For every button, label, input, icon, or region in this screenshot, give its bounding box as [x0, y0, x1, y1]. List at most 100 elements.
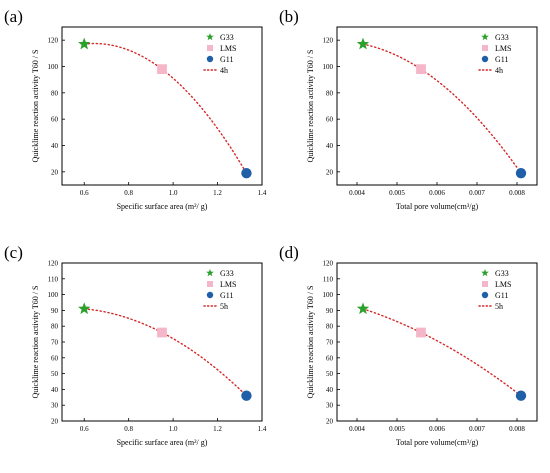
y-tick-label: 60 [51, 354, 59, 362]
y-tick-label: 40 [326, 142, 334, 150]
y-axis-label: Quicklime reaction activity T60 / S [306, 50, 315, 163]
x-axis-label: Specific surface area (m²/ g) [117, 202, 208, 211]
y-tick-label: 120 [323, 260, 334, 268]
legend-label: G33 [495, 269, 509, 278]
panel-label: (d) [279, 243, 299, 262]
x-tick-label: 0.007 [469, 189, 485, 197]
data-point-g33 [356, 37, 370, 50]
data-point-lms [157, 327, 167, 338]
x-tick-label: 1.4 [258, 425, 267, 433]
x-tick-label: 1.0 [169, 189, 178, 197]
legend-marker-lms [207, 45, 213, 51]
y-tick-label: 60 [51, 116, 59, 124]
panel-label: (a) [4, 7, 23, 26]
x-tick-label: 0.008 [509, 425, 525, 433]
legend-label: 5h [495, 302, 503, 311]
x-tick-label: 1.2 [213, 425, 222, 433]
x-tick-label: 0.6 [80, 425, 89, 433]
y-tick-label: 40 [51, 142, 59, 150]
legend-marker-lms [482, 45, 488, 51]
y-tick-label: 90 [326, 307, 334, 315]
data-point-g11 [241, 390, 252, 401]
y-tick-label: 20 [326, 418, 334, 426]
x-tick-label: 0.6 [80, 189, 89, 197]
y-tick-label: 20 [51, 168, 59, 176]
panel-label: (c) [4, 243, 23, 262]
x-tick-label: 0.005 [389, 189, 405, 197]
plot-frame [61, 26, 263, 186]
fit-curve [362, 43, 522, 174]
chart-svg-d: (d) 0.004 0.005 0.006 0.007 0.008 20 30 40 50 60 70… [279, 243, 538, 447]
legend-marker-lms [482, 281, 488, 287]
y-axis-label: Quicklime reaction activity T60 / S [31, 286, 40, 399]
chart-panel-d: (d) 0.004 0.005 0.006 0.007 0.008 20 30 40 50 60 70… [275, 236, 550, 472]
y-axis-label: Quicklime reaction activity T60 / S [31, 50, 40, 163]
y-tick-label: 80 [51, 89, 59, 97]
legend-label: 5h [220, 302, 228, 311]
legend-label: G11 [495, 55, 508, 64]
y-tick-label: 110 [48, 275, 59, 283]
y-tick-label: 50 [326, 370, 334, 378]
data-point-g33 [78, 37, 91, 50]
legend-label: G33 [220, 269, 234, 278]
x-tick-label: 1.4 [258, 189, 267, 197]
y-tick-label: 120 [48, 37, 59, 45]
legend-marker-g11 [206, 55, 214, 63]
y-tick-label: 100 [48, 291, 59, 299]
x-axis-label: Total pore volume(cm³/g) [396, 438, 479, 447]
legend-label: G11 [220, 55, 233, 64]
y-tick-label: 30 [51, 402, 59, 410]
legend-marker-g33 [481, 33, 489, 41]
data-point-g11 [515, 390, 527, 401]
y-tick-label: 40 [326, 386, 334, 394]
y-tick-label: 110 [323, 275, 334, 283]
y-tick-label: 80 [326, 89, 334, 97]
legend-marker-g11 [206, 291, 214, 299]
y-tick-label: 60 [326, 116, 334, 124]
legend-label: G33 [495, 33, 509, 42]
legend-marker-lms [207, 281, 213, 287]
y-tick-label: 80 [326, 323, 334, 331]
x-axis-label: Specific surface area (m²/ g) [117, 438, 208, 447]
x-tick-label: 0.007 [469, 425, 485, 433]
data-point-g11 [515, 167, 527, 179]
y-tick-label: 20 [326, 168, 334, 176]
data-point-lms [157, 64, 167, 75]
chart-svg-b: (b) 0.004 0.005 0.006 0.007 0.008 20 40 60 80 100 1… [279, 7, 538, 211]
legend-label: G11 [495, 291, 508, 300]
fit-curve [83, 308, 248, 397]
fit-curve [362, 308, 522, 397]
legend-label: 4h [220, 66, 228, 75]
y-tick-label: 120 [323, 37, 334, 45]
y-tick-label: 60 [326, 354, 334, 362]
y-tick-label: 120 [48, 260, 59, 268]
y-tick-label: 80 [51, 323, 59, 331]
data-point-g33 [356, 302, 370, 315]
x-tick-label: 0.004 [349, 425, 365, 433]
chart-panel-b: (b) 0.004 0.005 0.006 0.007 0.008 20 40 60 80 100 1… [275, 0, 550, 236]
chart-panel-c: (c) 0.6 0.8 1.0 1.2 1.4 20 30 40 50 60 70 80 90 100 110… [0, 236, 275, 472]
legend-marker-g11 [481, 291, 489, 299]
x-tick-label: 0.005 [389, 425, 405, 433]
y-tick-label: 70 [51, 339, 59, 347]
data-point-g11 [241, 167, 252, 179]
chart-svg-a: (a) 0.6 0.8 1.0 1.2 1.4 20 40 60 80 100 120 Specific… [4, 7, 267, 211]
legend-label: 4h [495, 66, 503, 75]
x-tick-label: 0.006 [429, 425, 445, 433]
data-point-lms [416, 327, 426, 338]
y-tick-label: 50 [51, 370, 59, 378]
y-tick-label: 100 [323, 63, 334, 71]
legend-marker-g33 [206, 33, 214, 41]
y-axis-label: Quicklime reaction activity T60 / S [306, 286, 315, 399]
x-tick-label: 0.004 [349, 189, 365, 197]
x-tick-label: 0.008 [509, 189, 525, 197]
x-tick-label: 0.8 [124, 189, 133, 197]
chart-panel-a: (a) 0.6 0.8 1.0 1.2 1.4 20 40 60 80 100 120 Specific… [0, 0, 275, 236]
legend-label: LMS [220, 280, 236, 289]
x-axis-label: Total pore volume(cm³/g) [396, 202, 479, 211]
y-tick-label: 40 [51, 386, 59, 394]
legend-label: G11 [220, 291, 233, 300]
x-tick-label: 1.0 [169, 425, 178, 433]
y-tick-label: 100 [323, 291, 334, 299]
legend-label: LMS [220, 44, 236, 53]
